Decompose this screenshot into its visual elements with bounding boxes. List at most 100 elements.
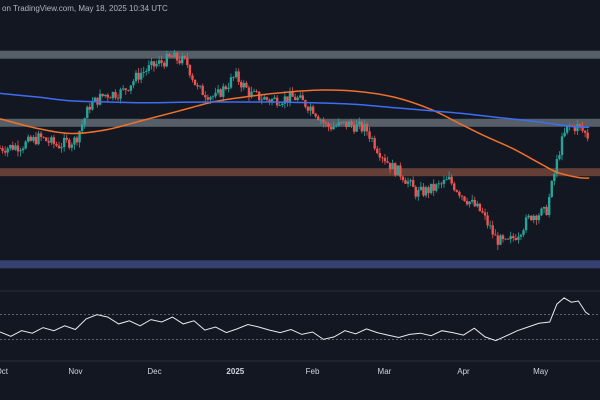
candle-body-65: [163, 62, 166, 67]
candle-body-146: [370, 138, 374, 139]
candle-body-59: [147, 65, 151, 71]
candle-body-82: [206, 97, 210, 100]
candle-body-196: [499, 235, 502, 245]
candle-body-31: [75, 137, 79, 143]
x-tick-may: May: [533, 367, 548, 376]
candle-body-140: [355, 124, 358, 132]
candle-body-3: [3, 150, 7, 153]
candle-body-15: [34, 136, 38, 145]
candle-body-139: [352, 125, 356, 132]
candle-body-213: [542, 206, 546, 209]
candle-body-38: [93, 97, 97, 102]
candle-body-95: [240, 81, 243, 88]
candle-body-27: [65, 137, 68, 140]
candle-body-90: [227, 87, 230, 90]
candle-body-227: [578, 124, 582, 127]
candle-body-217: [553, 173, 556, 181]
candle-body-98: [247, 87, 251, 97]
x-tick-mar: Mar: [378, 367, 392, 376]
candle-body-219: [558, 155, 561, 160]
candle-body-80: [201, 85, 204, 96]
candle-body-48: [119, 89, 122, 99]
candle-body-94: [237, 71, 240, 82]
candle-body-209: [532, 215, 535, 221]
candle-body-110: [278, 104, 281, 106]
candle-body-93: [234, 71, 238, 77]
candle-body-188: [478, 203, 482, 212]
candle-body-203: [517, 236, 520, 240]
candle-body-161: [409, 180, 412, 182]
candle-body-144: [365, 123, 369, 132]
candle-body-36: [88, 106, 92, 110]
candle-body-129: [327, 123, 330, 128]
candle-body-44: [109, 97, 112, 99]
candle-body-131: [332, 126, 335, 130]
candle-body-192: [488, 225, 492, 227]
candle-body-172: [437, 183, 441, 185]
candle-body-43: [106, 94, 109, 98]
candle-body-105: [265, 97, 269, 100]
candle-body-77: [193, 79, 197, 86]
candle-body-89: [224, 86, 228, 90]
candle-body-229: [583, 130, 587, 133]
candle-body-30: [73, 137, 76, 145]
candle-body-16: [37, 133, 40, 145]
candle-body-199: [506, 238, 510, 240]
candle-body-35: [86, 106, 89, 119]
candle-body-100: [252, 91, 256, 92]
x-tick-dec: Dec: [147, 367, 161, 376]
candle-body-115: [291, 91, 294, 97]
candle-body-97: [245, 82, 248, 88]
candle-body-191: [486, 215, 489, 226]
candle-body-92: [232, 76, 235, 78]
candle-body-12: [27, 136, 30, 142]
candle-body-13: [29, 136, 32, 141]
candle-body-28: [68, 139, 71, 148]
x-tick-2025: 2025: [226, 367, 244, 376]
candle-body-158: [401, 176, 405, 181]
candle-body-182: [463, 196, 466, 202]
candle-body-86: [216, 89, 220, 93]
candle-body-183: [465, 201, 469, 205]
x-tick-nov: Nov: [68, 367, 82, 376]
candle-body-102: [257, 91, 261, 101]
x-tick-feb: Feb: [306, 367, 320, 376]
candle-body-21: [50, 137, 53, 143]
candle-body-151: [383, 157, 387, 162]
candle-body-133: [337, 121, 340, 126]
candle-body-19: [44, 137, 48, 142]
price-zone-2: [0, 118, 600, 127]
candle-body-24: [57, 145, 61, 149]
candle-body-46: [114, 91, 117, 98]
candle-body-221: [563, 132, 566, 137]
candle-body-41: [101, 93, 104, 96]
time-axis: Oct Nov Dec 2025 Feb Mar Apr May: [0, 367, 548, 376]
candle-body-162: [411, 180, 415, 187]
candle-body-2: [1, 148, 4, 151]
candle-body-29: [70, 144, 74, 148]
candle-body-85: [214, 92, 217, 97]
candle-body-79: [198, 85, 202, 87]
candle-body-54: [134, 72, 138, 82]
candle-body-117: [296, 97, 299, 101]
candle-body-141: [358, 121, 361, 125]
candle-body-57: [142, 71, 145, 73]
candle-body-126: [319, 119, 322, 121]
candle-body-96: [242, 82, 245, 88]
candle-body-136: [345, 121, 348, 127]
candle-body-177: [450, 176, 453, 184]
candle-body-32: [78, 130, 81, 143]
candle-body-184: [468, 201, 471, 205]
candle-body-64: [160, 60, 163, 63]
candle-body-61: [152, 61, 156, 67]
candle-body-124: [314, 113, 317, 117]
candle-body-148: [376, 148, 379, 154]
candle-body-58: [145, 70, 148, 72]
candle-body-69: [173, 52, 176, 58]
candle-body-125: [317, 116, 320, 121]
candle-body-60: [150, 61, 153, 66]
candle-body-25: [60, 147, 63, 149]
candle-body-220: [560, 136, 564, 156]
candle-body-119: [301, 95, 305, 101]
